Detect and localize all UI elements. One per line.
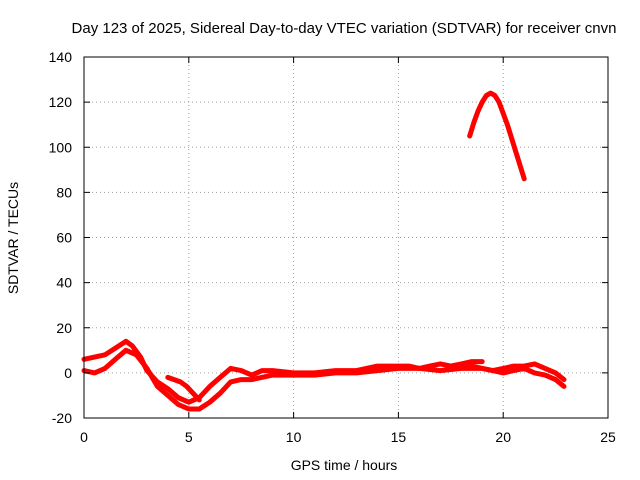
y-tick-label: 20 (56, 320, 72, 336)
y-tick-label: 100 (49, 139, 73, 155)
x-tick-label: 0 (80, 429, 88, 445)
y-tick-label: 40 (56, 275, 72, 291)
y-tick-label: -20 (52, 410, 72, 426)
y-tick-label: 0 (64, 365, 72, 381)
axis-ticks: 0 5 10 15 20 25 -20 0 20 40 60 80 100 120 140 (49, 49, 616, 445)
series-gap-dip (165, 374, 202, 403)
grid (84, 57, 608, 418)
x-tick-label: 5 (185, 429, 193, 445)
y-tick-label: 120 (49, 94, 73, 110)
y-tick-label: 140 (49, 49, 73, 65)
y-axis-label: SDTVAR / TECUs (5, 182, 21, 294)
x-tick-label: 10 (286, 429, 302, 445)
x-axis-label: GPS time / hours (291, 457, 398, 473)
x-tick-label: 20 (495, 429, 511, 445)
series-band-lower (81, 347, 567, 412)
x-tick-label: 25 (600, 429, 616, 445)
y-tick-label: 60 (56, 230, 72, 246)
chart-title: Day 123 of 2025, Sidereal Day-to-day VTE… (72, 20, 617, 37)
series-band-upper (81, 338, 485, 405)
series-layer (81, 90, 567, 412)
series-band-late (458, 361, 567, 383)
x-tick-label: 15 (391, 429, 407, 445)
series-arc (467, 90, 527, 182)
y-tick-label: 80 (56, 184, 72, 200)
